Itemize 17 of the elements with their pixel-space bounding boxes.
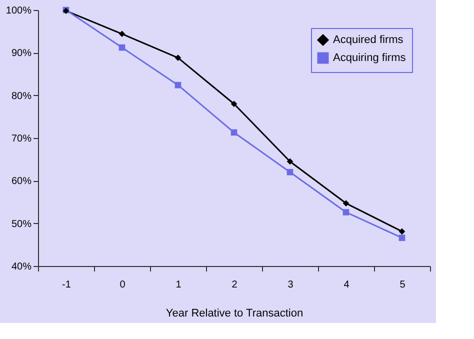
x-tick-label: 2 bbox=[232, 280, 238, 290]
y-tick-label: 80% bbox=[11, 90, 32, 102]
legend-label: Acquired firms bbox=[333, 34, 404, 46]
y-tick-label: 100% bbox=[6, 6, 32, 16]
x-tick-label: 0 bbox=[120, 280, 126, 290]
x-tick-label: 4 bbox=[344, 280, 350, 290]
y-tick-label: 60% bbox=[11, 176, 32, 188]
x-tick-label: 3 bbox=[288, 280, 294, 290]
y-tick-label: 90% bbox=[11, 48, 32, 60]
legend-label: Acquiring firms bbox=[333, 52, 406, 64]
y-tick-label: 50% bbox=[11, 218, 32, 230]
x-tick-label: 1 bbox=[176, 280, 182, 290]
y-tick-label: 70% bbox=[11, 134, 32, 144]
x-tick-label: -1 bbox=[62, 280, 72, 290]
y-tick-label: 40% bbox=[11, 262, 32, 272]
x-tick-label: 5 bbox=[400, 280, 406, 290]
x-axis-title: Year Relative to Transaction bbox=[166, 308, 304, 320]
